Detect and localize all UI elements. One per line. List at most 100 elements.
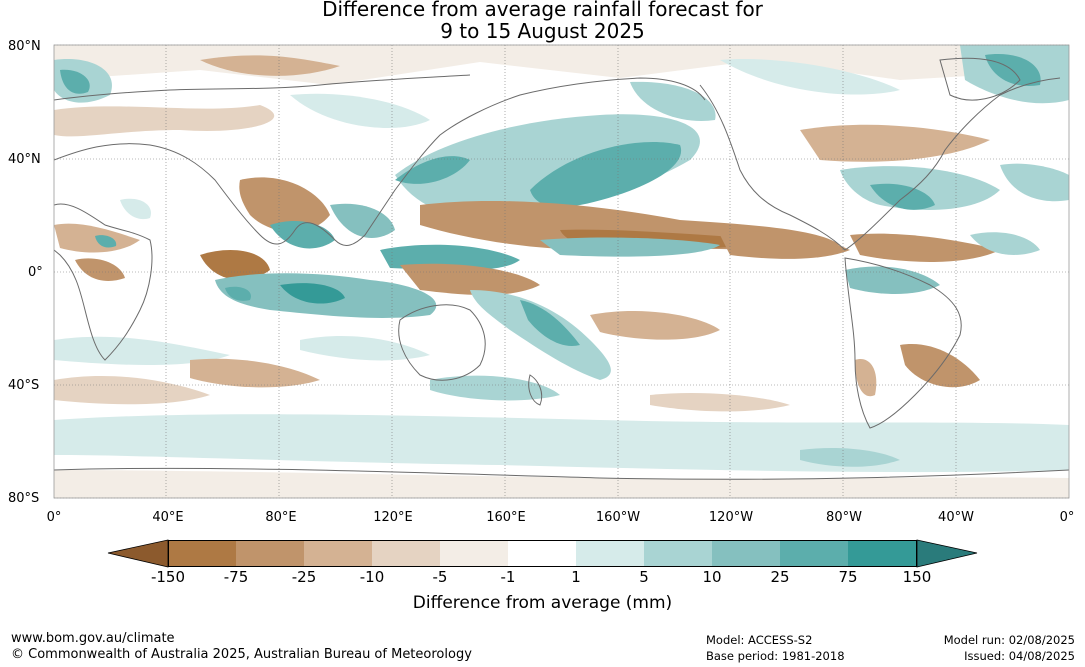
anomaly-region [850, 233, 1000, 262]
colorbar-segment [712, 540, 780, 567]
colorbar-segment [780, 540, 848, 567]
map-title-line-2: 9 to 15 August 2025 [440, 19, 645, 43]
anomaly-region [300, 335, 430, 361]
colorbar-low-extension [107, 539, 169, 568]
anomaly-region [400, 263, 540, 295]
map-title-line-1: Difference from average rainfall forecas… [322, 0, 763, 21]
anomaly-region [855, 359, 877, 397]
colorbar-segment [576, 540, 644, 567]
footer-copyright: © Commonwealth of Australia 2025, Austra… [11, 647, 472, 662]
anomaly-region [54, 470, 1069, 498]
colorbar-tick-label: 150 [902, 568, 932, 586]
colorbar-segment [304, 540, 372, 567]
lat-label: 40°S [8, 378, 40, 393]
lat-label: 40°N [8, 152, 41, 167]
anomaly-region [840, 166, 1000, 210]
colorbar-tick-label: -10 [359, 568, 385, 586]
colorbar-tick-label: -150 [150, 568, 186, 586]
colorbar-tick-label: -25 [291, 568, 317, 586]
anomaly-region [395, 114, 700, 219]
anomaly-region [239, 177, 330, 232]
anomaly-region [120, 198, 151, 220]
anomaly-region [530, 142, 682, 207]
anomaly-region [630, 81, 716, 121]
colorbar-tick-label: 5 [639, 568, 649, 586]
colorbar-segment [236, 540, 304, 567]
colorbar-units-label: Difference from average (mm) [412, 593, 673, 613]
colorbar-segment [168, 540, 236, 567]
anomaly-region [54, 45, 1069, 85]
anomaly-region [54, 336, 230, 365]
anomaly-region [270, 220, 335, 249]
coastline-australia [398, 304, 486, 381]
anomaly-region [290, 93, 430, 128]
colorbar-segment [372, 540, 440, 567]
colorbar-tick-label: -5 [432, 568, 448, 586]
coastline-eurasia [54, 77, 706, 246]
colorbar-high-extension [916, 539, 978, 568]
coastline-north-america [699, 77, 1061, 251]
lon-label: 40°E [152, 510, 184, 525]
lat-label: 80°N [8, 39, 41, 54]
anomaly-region [95, 235, 117, 248]
lon-label: 160°W [595, 510, 641, 525]
anomaly-region [200, 55, 340, 76]
anomaly-region [590, 310, 720, 340]
anomaly-region [200, 250, 270, 280]
anomaly-region [330, 203, 395, 238]
lon-label: 120°E [373, 510, 413, 525]
anomaly-region [870, 183, 935, 210]
anomaly-region [54, 375, 210, 405]
coastline-greenland [939, 57, 1021, 101]
colorbar-segment [848, 540, 917, 567]
footer-website: www.bom.gov.au/climate [11, 631, 175, 646]
colorbar-border [168, 540, 917, 567]
anomaly-region [540, 237, 720, 257]
lon-label: 0° [1059, 510, 1075, 525]
lat-label: 0° [28, 265, 43, 280]
map-frame [53, 44, 1070, 499]
lon-label: 160°E [486, 510, 526, 525]
footer-issued: Issued: 04/08/2025 [964, 649, 1075, 663]
colorbar-segment [644, 540, 712, 567]
lon-label: 0° [46, 510, 62, 525]
colorbar-tick-label: 25 [770, 568, 790, 586]
coastline-arctic [54, 74, 471, 101]
lon-label: 80°E [265, 510, 297, 525]
coastlines [54, 57, 1069, 480]
footer-model: Model: ACCESS-S2 [706, 633, 813, 647]
footer-model-run: Model run: 02/08/2025 [943, 633, 1075, 647]
anomaly-region [650, 393, 790, 412]
anomaly-region [54, 105, 275, 137]
lon-label: 40°W [938, 510, 974, 525]
anomaly-region [720, 231, 850, 259]
anomaly-region [970, 232, 1040, 255]
colorbar-tick-label: 1 [571, 568, 581, 586]
colorbar-tick-label: -75 [223, 568, 249, 586]
colorbar-segment [508, 540, 576, 567]
anomaly-region [75, 258, 125, 281]
coastline-antarctica [54, 467, 1069, 480]
anomaly-region [430, 375, 560, 401]
colorbar-tick-label: 75 [838, 568, 858, 586]
anomaly-region [60, 69, 90, 94]
anomaly-region [380, 244, 520, 271]
anomaly-region [800, 448, 900, 467]
anomaly-region [280, 283, 345, 304]
anomaly-region [1000, 163, 1069, 202]
colorbar-tick-label: 10 [702, 568, 722, 586]
anomaly-region [800, 124, 990, 162]
colorbar-tick-label: -1 [500, 568, 516, 586]
lon-label: 120°W [708, 510, 754, 525]
colorbar-segment [440, 540, 508, 567]
anomaly-region [845, 266, 940, 294]
lon-label: 80°W [826, 510, 862, 525]
coastline-new-zealand [528, 374, 543, 406]
anomaly-region [395, 156, 470, 184]
coastline-africa [54, 203, 153, 361]
footer-base-period: Base period: 1981-2018 [706, 649, 845, 663]
anomaly-region [720, 59, 900, 95]
lat-label: 80°S [8, 491, 40, 506]
rainfall-anomaly-field [54, 45, 1069, 498]
